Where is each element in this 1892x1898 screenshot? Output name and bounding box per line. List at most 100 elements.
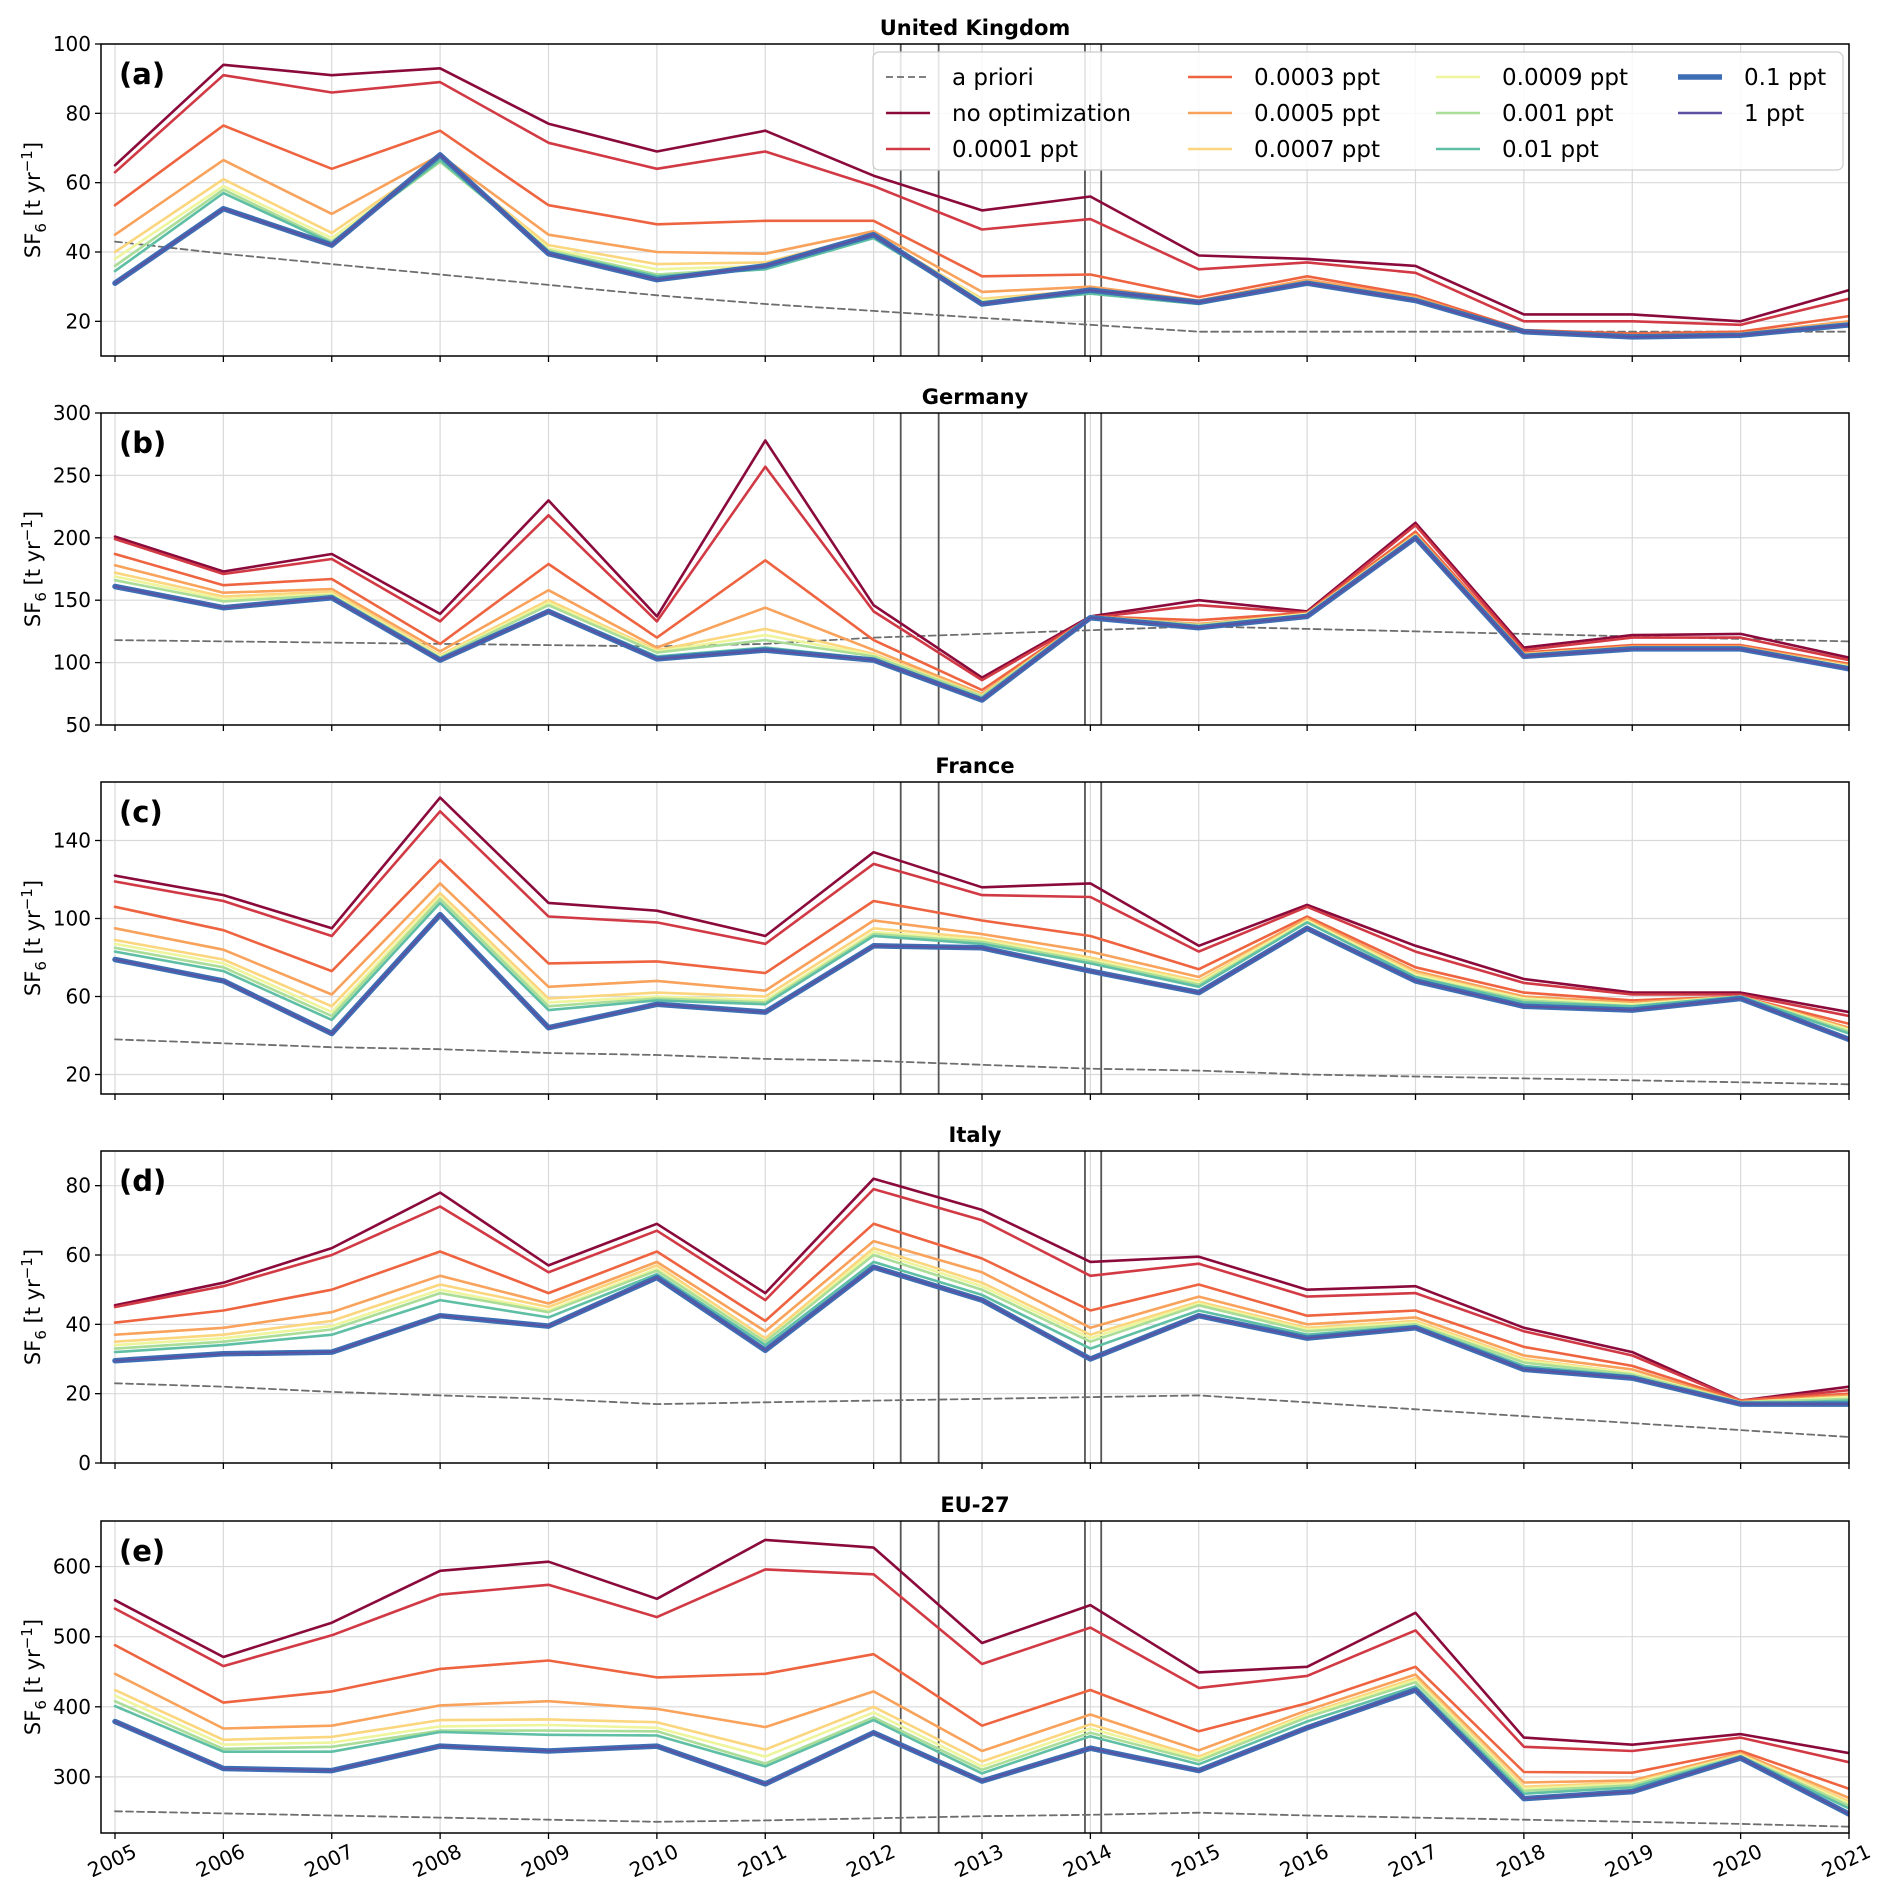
series-line-0-01-ppt: [113, 1260, 1849, 1406]
panel-title: Italy: [949, 1123, 1002, 1147]
series-line-1-ppt: [114, 913, 1849, 1041]
plot-area: [112, 1177, 1849, 1438]
y-axis-label: SF6 [t yr−1]: [18, 1249, 50, 1365]
y-axis-label: SF6 [t yr−1]: [18, 511, 50, 627]
legend-label: 0.0001 ppt: [952, 137, 1078, 163]
y-tick-label: 20: [66, 1382, 91, 1406]
series-line-0-0007-ppt: [113, 1676, 1849, 1803]
y-tick-label: 0: [78, 1451, 91, 1475]
plot-area: [112, 796, 1849, 1086]
x-tick-label: 2018: [1493, 1839, 1549, 1882]
series-line-0-01-ppt: [113, 901, 1849, 1035]
y-tick-label: 500: [53, 1625, 91, 1649]
panel-3: 20 60 100 140 France (c) SF6 [t yr−1]: [18, 754, 1850, 1100]
y-tick-label: 20: [66, 1063, 91, 1087]
y-tick-label: 400: [53, 1695, 91, 1719]
series-line-0-0001-ppt: [113, 1187, 1849, 1402]
series-line-1-ppt: [114, 1689, 1849, 1815]
x-tick-label: 2014: [1059, 1839, 1115, 1882]
y-tick-label: 100: [53, 651, 91, 675]
y-tick-label: 150: [53, 588, 91, 612]
x-tick-label: 2007: [301, 1839, 357, 1882]
series-line-0-001-ppt: [113, 1253, 1849, 1404]
y-axis-label: SF6 [t yr−1]: [18, 880, 50, 996]
x-tick-label: 2015: [1168, 1839, 1224, 1882]
x-tick-label: 2017: [1384, 1839, 1440, 1882]
y-tick-label: 300: [53, 1765, 91, 1789]
x-tick-label: 2013: [951, 1839, 1007, 1882]
y-tick-label: 60: [66, 1243, 91, 1267]
plot-area: [112, 1538, 1849, 1828]
x-tick-label: 2021: [1818, 1839, 1874, 1882]
panel-tag: (a): [119, 57, 165, 91]
series-line-a-priori: [114, 1382, 1849, 1438]
series-line-a-priori: [114, 1810, 1849, 1828]
series-line-0-01-ppt: [113, 1685, 1849, 1810]
x-tick-label: 2012: [843, 1839, 899, 1882]
series-line-0-0005-ppt: [113, 882, 1849, 1029]
series-line-0-0005-ppt: [113, 1239, 1849, 1404]
panel-title: France: [935, 754, 1014, 778]
series-line-0-0003-ppt: [113, 1643, 1849, 1791]
legend-label: 1 ppt: [1744, 101, 1804, 127]
axes-frame: [100, 781, 1850, 1095]
panel-tag: (c): [119, 795, 163, 829]
y-tick-label: 200: [53, 526, 91, 550]
x-tick-label: 2020: [1710, 1839, 1766, 1882]
legend-label: 0.0003 ppt: [1254, 65, 1380, 91]
panel-tag: (b): [119, 426, 166, 460]
axes-frame: [100, 1520, 1850, 1834]
panel-title: United Kingdom: [880, 16, 1071, 40]
legend: a priori no optimization 0.0001 ppt 0.0003 …: [872, 51, 1844, 171]
plot-area: [112, 63, 1849, 340]
series-line-no-optimization: [113, 1538, 1849, 1755]
series-line-0-001-ppt: [113, 897, 1849, 1033]
x-tick-label: 2011: [734, 1839, 790, 1882]
y-tick-label: 600: [53, 1555, 91, 1579]
series-line-0-0009-ppt: [113, 895, 1849, 1031]
series-line-a-priori: [114, 240, 1849, 333]
series-line-0-0001-ppt: [113, 465, 1849, 682]
panel-title: EU-27: [940, 1493, 1009, 1517]
y-tick-label: 60: [66, 985, 91, 1009]
series-line-0-0001-ppt: [113, 1568, 1849, 1764]
y-tick-label: 250: [53, 463, 91, 487]
plot-area: [112, 439, 1849, 703]
y-tick-label: 40: [66, 1312, 91, 1336]
panel-2: 50 100 150 200 250 300 Germany (b) SF6 [t yr−1]: [18, 385, 1850, 737]
axes-frame: [100, 43, 1850, 357]
legend-label: a priori: [952, 65, 1034, 91]
panel-5: 300 400 500 600 EU-27 (e) SF6 [t yr−1] 2005 2006…: [18, 1493, 1874, 1882]
y-tick-label: 100: [53, 907, 91, 931]
series-line-a-priori: [114, 625, 1849, 648]
legend-label: 0.1 ppt: [1744, 65, 1826, 91]
series-line-no-optimization: [113, 63, 1849, 323]
x-tick-label: 2005: [84, 1839, 140, 1882]
y-tick-label: 20: [66, 309, 91, 333]
series-line-1-ppt: [114, 154, 1849, 338]
series-line-0-0009-ppt: [113, 1678, 1849, 1805]
y-tick-label: 80: [66, 1174, 91, 1198]
legend-box: [872, 51, 1844, 171]
x-tick-label: 2008: [409, 1839, 465, 1882]
axes-frame: [100, 412, 1850, 726]
series-line-no-optimization: [113, 796, 1849, 1014]
series-line-0-0005-ppt: [113, 1672, 1849, 1800]
series-line-a-priori: [114, 1038, 1849, 1086]
legend-label: 0.0009 ppt: [1502, 65, 1628, 91]
x-tick-label: 2019: [1601, 1839, 1657, 1882]
legend-label: 0.0005 ppt: [1254, 101, 1380, 127]
y-axis-label: SF6 [t yr−1]: [18, 1619, 50, 1735]
series-line-0-0009-ppt: [113, 1250, 1849, 1404]
y-axis-label: SF6 [t yr−1]: [18, 142, 50, 258]
y-tick-label: 140: [53, 829, 91, 853]
series-line-1-ppt: [114, 1266, 1849, 1405]
legend-label: 0.0007 ppt: [1254, 137, 1380, 163]
series-line-0-0003-ppt: [113, 858, 1849, 1026]
x-tick-label: 2006: [192, 1839, 248, 1882]
y-tick-label: 300: [53, 401, 91, 425]
series-line-0-0003-ppt: [113, 1222, 1849, 1402]
y-tick-label: 80: [66, 101, 91, 125]
series-line-1-ppt: [114, 536, 1849, 701]
